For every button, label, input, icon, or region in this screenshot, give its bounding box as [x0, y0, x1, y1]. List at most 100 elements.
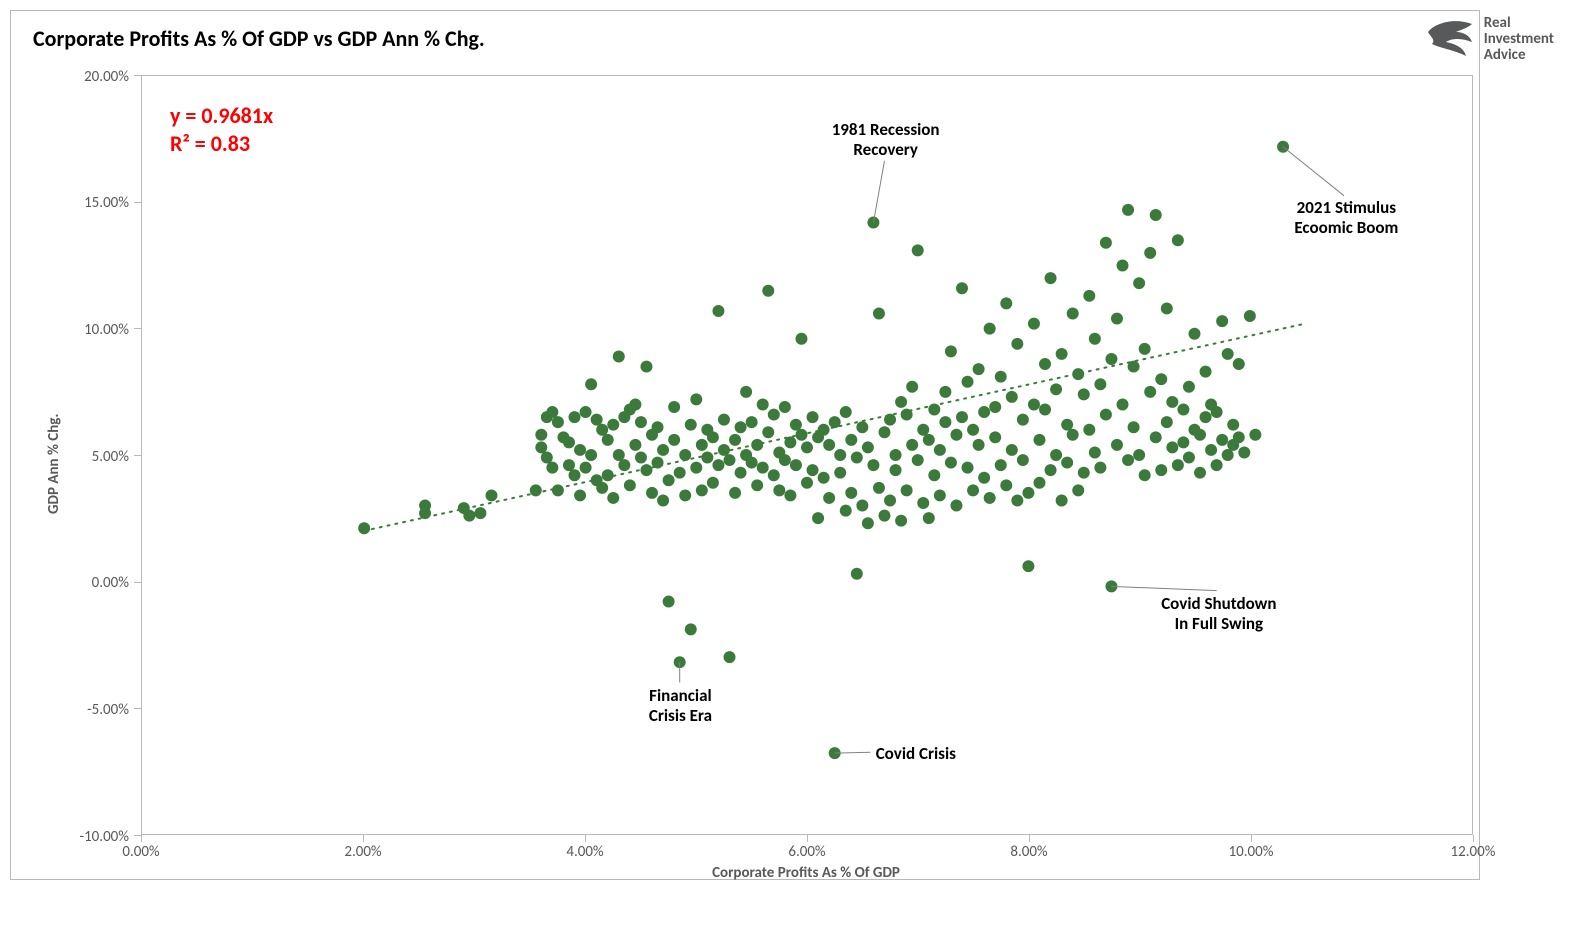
data-point — [657, 494, 669, 506]
data-point — [784, 436, 796, 448]
data-point — [1017, 454, 1029, 466]
y-tick-label: 10.00% — [59, 321, 129, 339]
y-tick-mark — [134, 75, 141, 76]
data-point — [1094, 462, 1106, 474]
data-point — [807, 464, 819, 476]
data-point — [1177, 436, 1189, 448]
data-point — [1238, 446, 1250, 458]
annotation-leader — [1283, 147, 1344, 196]
y-tick-label: 15.00% — [59, 194, 129, 212]
data-point — [939, 386, 951, 398]
data-point — [1144, 247, 1156, 259]
data-point — [707, 477, 719, 489]
data-point — [978, 472, 990, 484]
annotation-label: Covid Crisis — [876, 744, 956, 764]
data-point — [463, 510, 475, 522]
data-point — [950, 500, 962, 512]
data-point — [757, 398, 769, 410]
data-point — [1211, 459, 1223, 471]
data-point — [928, 469, 940, 481]
data-point — [718, 444, 730, 456]
data-point — [613, 350, 625, 362]
data-point — [812, 512, 824, 524]
y-tick-label: 20.00% — [59, 68, 129, 86]
data-point — [879, 426, 891, 438]
data-point — [967, 424, 979, 436]
data-point — [962, 376, 974, 388]
data-point — [1172, 234, 1184, 246]
data-point — [1139, 469, 1151, 481]
data-point — [746, 457, 758, 469]
y-tick-mark — [134, 328, 141, 329]
data-point — [419, 507, 431, 519]
data-point — [624, 479, 636, 491]
data-point — [541, 452, 553, 464]
logo-text-3: Advice — [1484, 48, 1554, 64]
data-point — [1194, 429, 1206, 441]
data-point — [474, 507, 486, 519]
data-point — [906, 439, 918, 451]
data-point — [1155, 464, 1167, 476]
data-point — [729, 434, 741, 446]
data-point — [1222, 449, 1234, 461]
x-axis-label: Corporate Profits As % Of GDP — [140, 864, 1472, 882]
data-point — [552, 484, 564, 496]
data-point — [1117, 398, 1129, 410]
data-point — [934, 444, 946, 456]
data-point — [1111, 439, 1123, 451]
data-point — [1089, 446, 1101, 458]
x-tick-label: 12.00% — [1451, 843, 1496, 861]
data-point — [757, 462, 769, 474]
chart-title: Corporate Profits As % Of GDP vs GDP Ann… — [33, 25, 485, 52]
data-point — [663, 474, 675, 486]
data-point — [690, 462, 702, 474]
data-point — [762, 426, 774, 438]
annotation-label: 2021 Stimulus Ecoomic Boom — [1294, 198, 1398, 237]
data-point — [1000, 297, 1012, 309]
data-point — [740, 386, 752, 398]
data-point — [546, 406, 558, 418]
data-point — [1078, 388, 1090, 400]
data-point — [1133, 277, 1145, 289]
data-point — [1011, 338, 1023, 350]
data-point — [851, 452, 863, 464]
data-point — [1017, 414, 1029, 426]
data-point — [652, 421, 664, 433]
data-point — [563, 436, 575, 448]
data-point — [989, 401, 1001, 413]
data-point — [1244, 310, 1256, 322]
data-point — [862, 441, 874, 453]
data-point — [668, 401, 680, 413]
data-point — [596, 482, 608, 494]
data-point — [701, 452, 713, 464]
x-tick-label: 6.00% — [788, 843, 825, 861]
data-point — [795, 429, 807, 441]
data-point — [1006, 444, 1018, 456]
data-point — [580, 462, 592, 474]
data-point — [1034, 477, 1046, 489]
data-point — [906, 381, 918, 393]
data-point — [989, 431, 1001, 443]
data-point — [1094, 378, 1106, 390]
data-point — [829, 416, 841, 428]
x-tick-label: 4.00% — [566, 843, 603, 861]
data-point — [901, 484, 913, 496]
data-point — [795, 333, 807, 345]
data-point — [1166, 441, 1178, 453]
annotation-label: Covid Shutdown In Full Swing — [1161, 594, 1276, 633]
x-tick-label: 8.00% — [1010, 843, 1047, 861]
data-point — [552, 416, 564, 428]
data-point — [1022, 560, 1034, 572]
data-point — [635, 416, 647, 428]
data-point — [535, 441, 547, 453]
data-point — [912, 454, 924, 466]
data-point — [530, 484, 542, 496]
x-tick-mark — [363, 835, 364, 842]
data-point — [1022, 487, 1034, 499]
brand-logo: Real Investment Advice — [1426, 16, 1554, 63]
data-point — [596, 424, 608, 436]
x-tick-mark — [1473, 835, 1474, 842]
data-point — [1000, 479, 1012, 491]
data-point — [640, 464, 652, 476]
data-point — [1111, 313, 1123, 325]
